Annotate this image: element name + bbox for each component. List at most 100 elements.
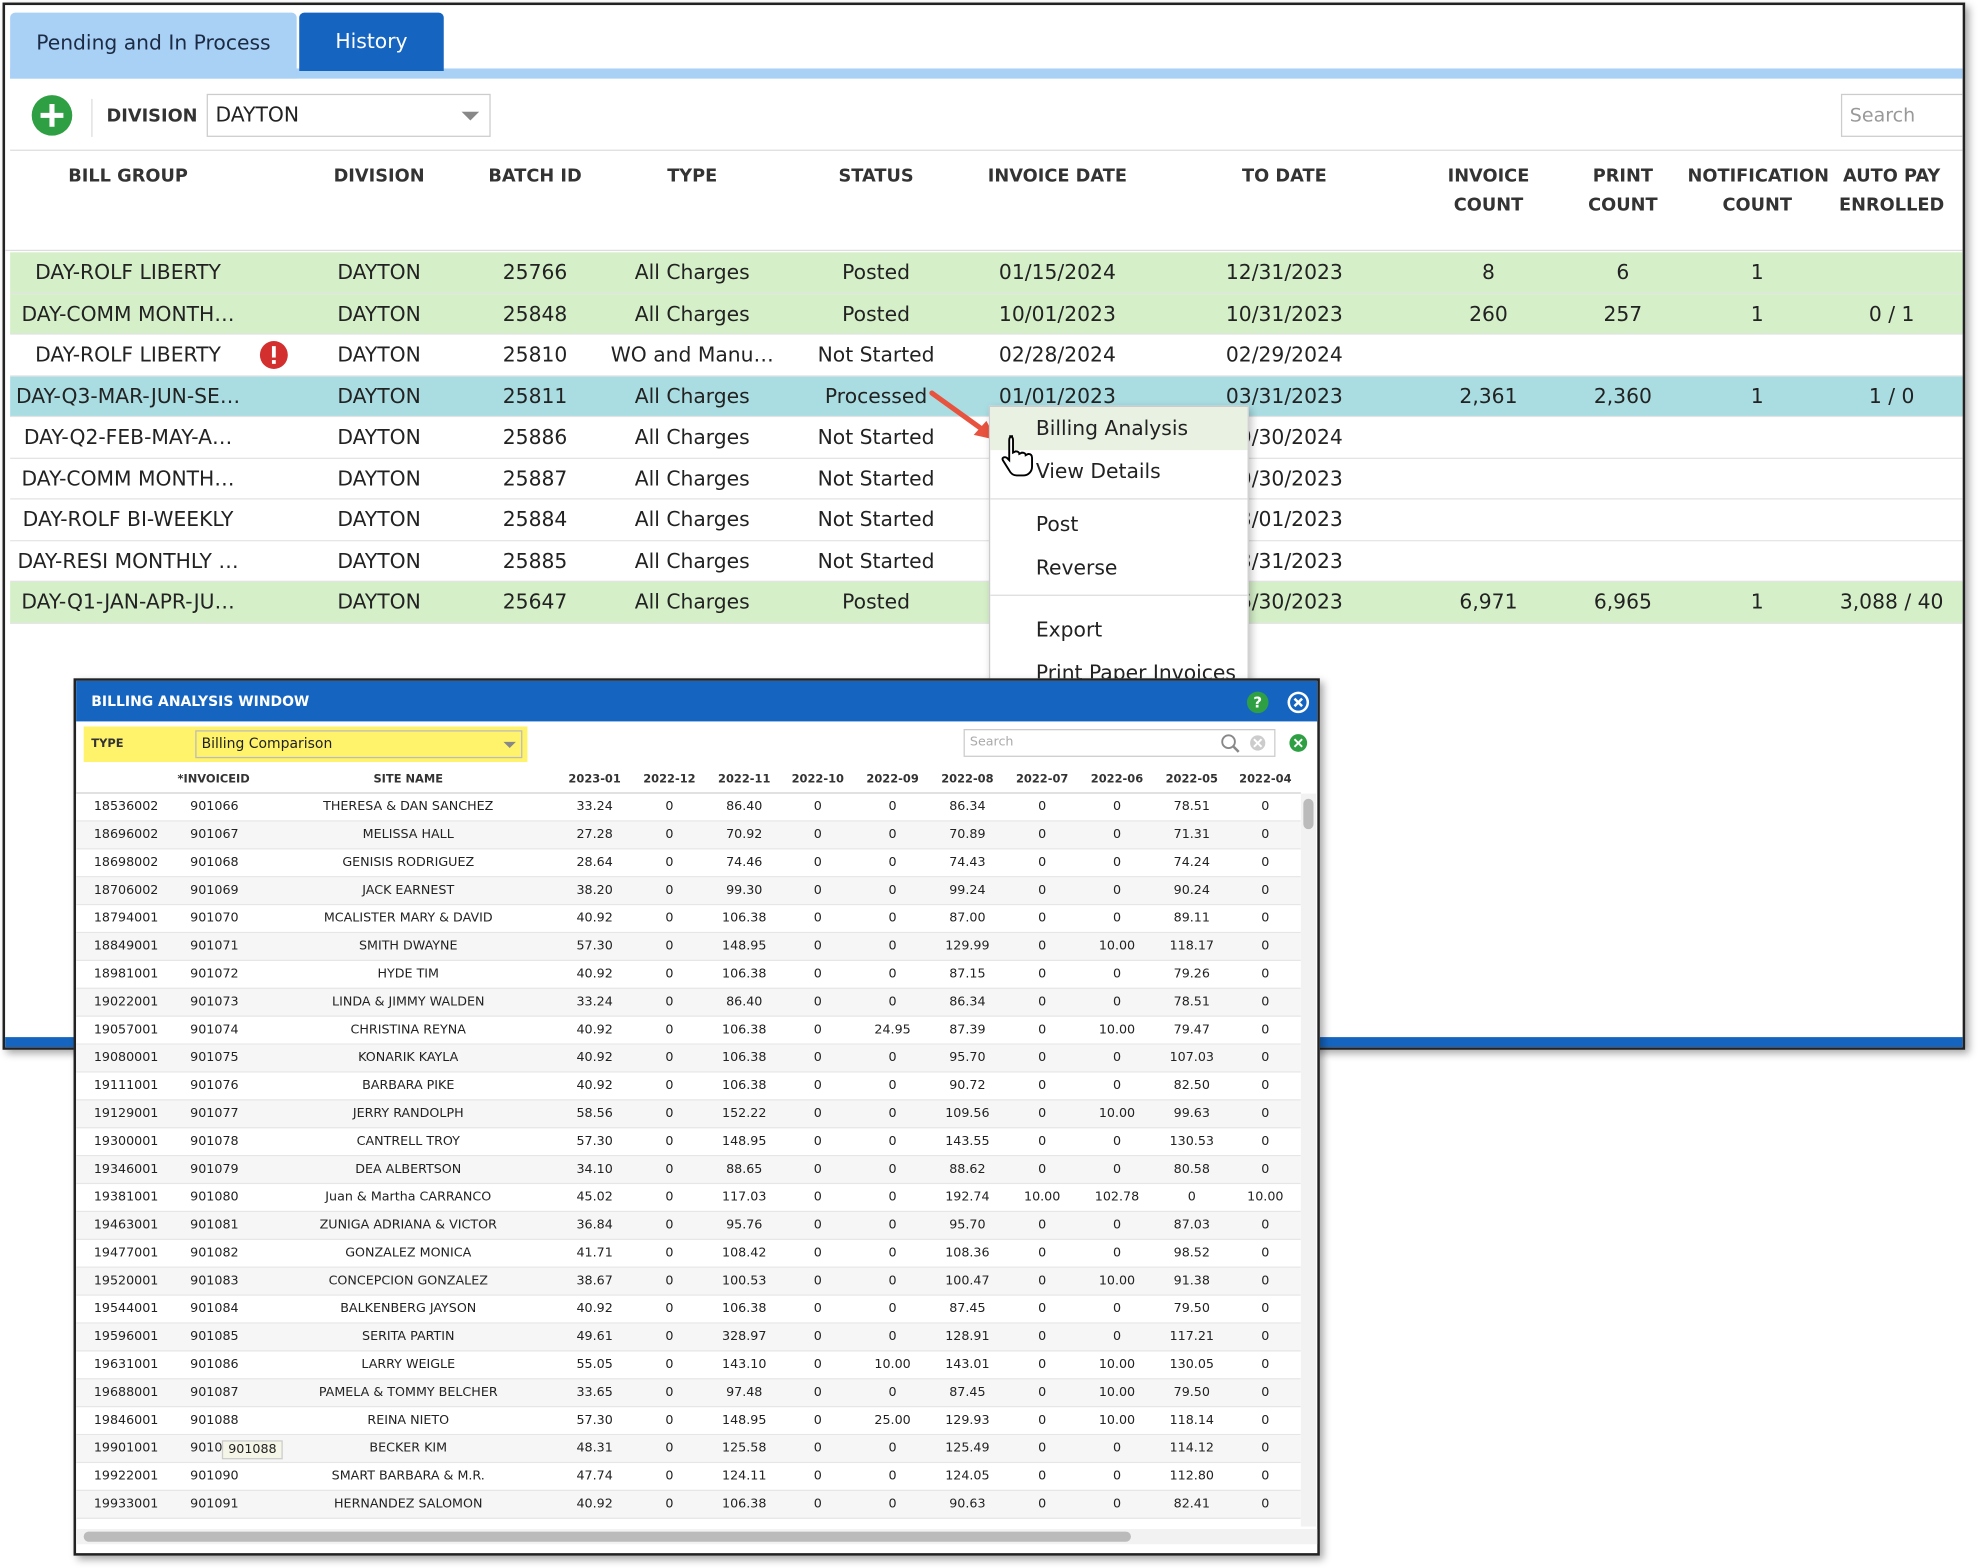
cell: All Charges bbox=[634, 589, 750, 614]
cell: 74.43 bbox=[949, 855, 986, 870]
cell: 901083 bbox=[190, 1274, 239, 1289]
grid-row[interactable]: 18794001 901070 MCALISTER MARY & DAVID 40.9… bbox=[76, 905, 1301, 934]
menu-item[interactable]: Print Paper Invoices bbox=[1035, 660, 1236, 685]
menu-item[interactable]: Billing Analysis bbox=[1035, 415, 1189, 440]
tab[interactable]: Pending and In Process bbox=[10, 12, 297, 79]
cell: All Charges bbox=[634, 507, 750, 532]
table-row[interactable]: DAY-COMM MONTH… DAYTON 25848 All Charges Pos… bbox=[10, 293, 1963, 335]
column-header: INVOICE COUNT bbox=[1447, 166, 1530, 216]
cell: 0 bbox=[813, 939, 822, 954]
grid-row[interactable]: 19129001 901077 JERRY RANDOLPH 58.56 0 152.22… bbox=[76, 1100, 1301, 1129]
cell: 901091 bbox=[190, 1497, 239, 1512]
menu-separator bbox=[990, 498, 1248, 500]
column-header: 2022-10 bbox=[791, 773, 844, 787]
menu-item[interactable]: View Details bbox=[1035, 458, 1161, 484]
menu-item[interactable]: Reverse bbox=[1035, 555, 1118, 580]
cell: 74.46 bbox=[726, 855, 763, 870]
cell: 0 bbox=[1261, 1246, 1270, 1261]
main-panel: Pending and In Process History DIVISION … bbox=[2, 2, 1966, 1050]
cell: 40.92 bbox=[576, 1023, 613, 1038]
grid-row[interactable]: 19933001 901091 HERNANDEZ SALOMON 40.92 0 106… bbox=[76, 1491, 1301, 1519]
grid-row[interactable]: 19346001 901079 DEA ALBERTSON 34.10 0 88.65 0 0… bbox=[76, 1156, 1301, 1185]
column-header: INVOICE DATE bbox=[987, 166, 1128, 187]
cell: KONARIK KAYLA bbox=[358, 1051, 459, 1066]
cell: 0 bbox=[1261, 1302, 1270, 1317]
grid-row[interactable]: 18536002 901066 THERESA & DAN SANCHEZ 33.24… bbox=[76, 793, 1301, 822]
grid-row[interactable]: 19463001 901081 ZUNIGA ADRIANA & VICTOR 36.… bbox=[76, 1212, 1301, 1240]
cell: 86.34 bbox=[949, 800, 986, 814]
grid-row[interactable]: 19057001 901074 CHRISTINA REYNA 40.92 0 106.3… bbox=[76, 1016, 1301, 1045]
grid-row[interactable]: 18696002 901067 MELISSA HALL 27.28 0 70.92 0 0 7… bbox=[76, 821, 1301, 850]
cell: 130.53 bbox=[1169, 1134, 1214, 1149]
grid-row[interactable]: 19080001 901075 KONARIK KAYLA 40.92 0 106.38 0… bbox=[76, 1044, 1301, 1073]
grid-row[interactable]: 18849001 901071 SMITH DWAYNE 57.30 0 148.95 0 0… bbox=[76, 933, 1301, 962]
cell: 0 bbox=[813, 1190, 822, 1205]
scroll-thumb[interactable] bbox=[83, 1531, 1131, 1542]
cell: 112.80 bbox=[1169, 1469, 1214, 1484]
table-row[interactable]: DAY-Q1-JAN-APR-JU… DAYTON 25647 All Charges… bbox=[10, 581, 1963, 624]
cell: 25810 bbox=[502, 342, 568, 367]
cell: 0 bbox=[1261, 883, 1270, 898]
grid-row[interactable]: 19631001 901086 LARRY WEIGLE 55.05 0 143.10 0 1… bbox=[76, 1351, 1301, 1380]
cell: 0 bbox=[888, 1497, 897, 1512]
horizontal-scrollbar[interactable] bbox=[76, 1529, 1318, 1545]
cell: 901088 bbox=[190, 1413, 239, 1428]
table-row[interactable]: DAY-ROLF LIBERTY DAYTON 25766 All Charges Po… bbox=[10, 252, 1963, 294]
cell: 19933001 bbox=[93, 1497, 159, 1512]
cell: 0 bbox=[1261, 827, 1270, 842]
scroll-thumb[interactable] bbox=[1303, 798, 1314, 830]
grid-row[interactable]: 19596001 901085 SERITA PARTIN 49.61 0 328.97 0… bbox=[76, 1323, 1301, 1352]
table-row[interactable]: DAY-ROLF LIBERTY DAYTON 25810 WO and Manu… N… bbox=[10, 334, 1963, 376]
cell: 0 bbox=[665, 1218, 674, 1233]
vertical-scrollbar[interactable] bbox=[1300, 793, 1317, 1527]
cell: 19688001 bbox=[93, 1385, 159, 1400]
menu-item[interactable]: Post bbox=[1035, 512, 1079, 537]
grid-row[interactable]: 19477001 901082 GONZALEZ MONICA 41.71 0 108.4… bbox=[76, 1239, 1301, 1268]
type-select[interactable]: Billing Comparison bbox=[195, 730, 523, 759]
grid-row[interactable]: 18706002 901069 JACK EARNEST 38.20 0 99.30 0 0 9… bbox=[76, 877, 1301, 906]
cell: 0 bbox=[665, 855, 674, 870]
cell: 91.38 bbox=[1173, 1274, 1210, 1289]
tab[interactable]: History bbox=[299, 12, 444, 72]
window-search[interactable]: Search bbox=[963, 729, 1276, 757]
grid-row[interactable]: 19922001 901090 SMART BARBARA & M.R. 47.74 0… bbox=[76, 1463, 1301, 1492]
cell: 148.95 bbox=[722, 1134, 767, 1149]
grid-row[interactable]: 18698002 901068 GENISIS RODRIGUEZ 28.64 0 74.… bbox=[76, 849, 1301, 878]
menu-item[interactable]: Export bbox=[1035, 617, 1103, 642]
window-buttons[interactable]: ? bbox=[1245, 690, 1316, 715]
cell: 901073 bbox=[190, 995, 239, 1010]
search-box[interactable]: Search bbox=[1840, 93, 1963, 137]
cell: BALKENBERG JAYSON bbox=[340, 1302, 477, 1317]
grid-row[interactable]: 19022001 901073 LINDA & JIMMY WALDEN 33.24 0… bbox=[76, 988, 1301, 1017]
cell: 01/15/2024 bbox=[998, 259, 1116, 285]
cell: 0 bbox=[1038, 1441, 1047, 1456]
cell: 0 bbox=[813, 800, 822, 814]
grid-row[interactable]: 19300001 901078 CANTRELL TROY 57.30 0 148.95 0… bbox=[76, 1128, 1301, 1157]
grid-row[interactable]: 18981001 901072 HYDE TIM 40.92 0 106.38 0 0 87.1… bbox=[76, 961, 1301, 989]
table-row[interactable]: DAY-COMM MONTH… DAYTON 25887 All Charges Not… bbox=[10, 458, 1963, 500]
cell: Juan & Martha CARRANCO bbox=[325, 1190, 492, 1205]
table-row[interactable]: DAY-Q3-MAR-JUN-SE… DAYTON 25811 All Charges… bbox=[10, 375, 1963, 418]
add-button[interactable] bbox=[30, 94, 73, 137]
cell: 03/31/2023 bbox=[1225, 383, 1343, 408]
table-row[interactable]: DAY-RESI MONTHLY … DAYTON 25885 All Charges… bbox=[10, 540, 1963, 582]
cell: 10.00 bbox=[1098, 1357, 1136, 1372]
division-select[interactable]: DAYTON bbox=[206, 93, 491, 137]
grid-row[interactable]: 19688001 901087 PAMELA & TOMMY BELCHER 33.6… bbox=[76, 1379, 1301, 1408]
cell: 19080001 bbox=[93, 1051, 159, 1066]
table-row[interactable]: DAY-ROLF BI-WEEKLY DAYTON 25884 All Charges… bbox=[10, 499, 1963, 541]
cell: 129.99 bbox=[945, 939, 990, 954]
grid-row[interactable]: 19846001 901088 REINA NIETO 57.30 0 148.95 0 25… bbox=[76, 1407, 1301, 1436]
column-header: PRINT COUNT bbox=[1588, 166, 1658, 216]
grid-row[interactable]: 19111001 901076 BARBARA PIKE 40.92 0 106.38 0 0… bbox=[76, 1072, 1301, 1101]
grid-row[interactable]: 19544001 901084 BALKENBERG JAYSON 40.92 0 106… bbox=[76, 1295, 1301, 1324]
cell: 0 bbox=[1112, 827, 1122, 842]
cell: 10/01/2023 bbox=[998, 301, 1116, 326]
grid-row[interactable]: 19381001 901080 Juan & Martha CARRANCO 45.0… bbox=[76, 1184, 1301, 1213]
cell: 0 bbox=[1261, 1497, 1270, 1512]
cell: 0 bbox=[888, 1218, 897, 1233]
cell: 0 bbox=[813, 1078, 822, 1093]
cell: 6,965 bbox=[1593, 589, 1652, 614]
grid-row[interactable]: 19520001 901083 CONCEPCION GONZALEZ 38.67 0 1… bbox=[76, 1267, 1301, 1296]
cell: DAYTON bbox=[337, 424, 421, 449]
